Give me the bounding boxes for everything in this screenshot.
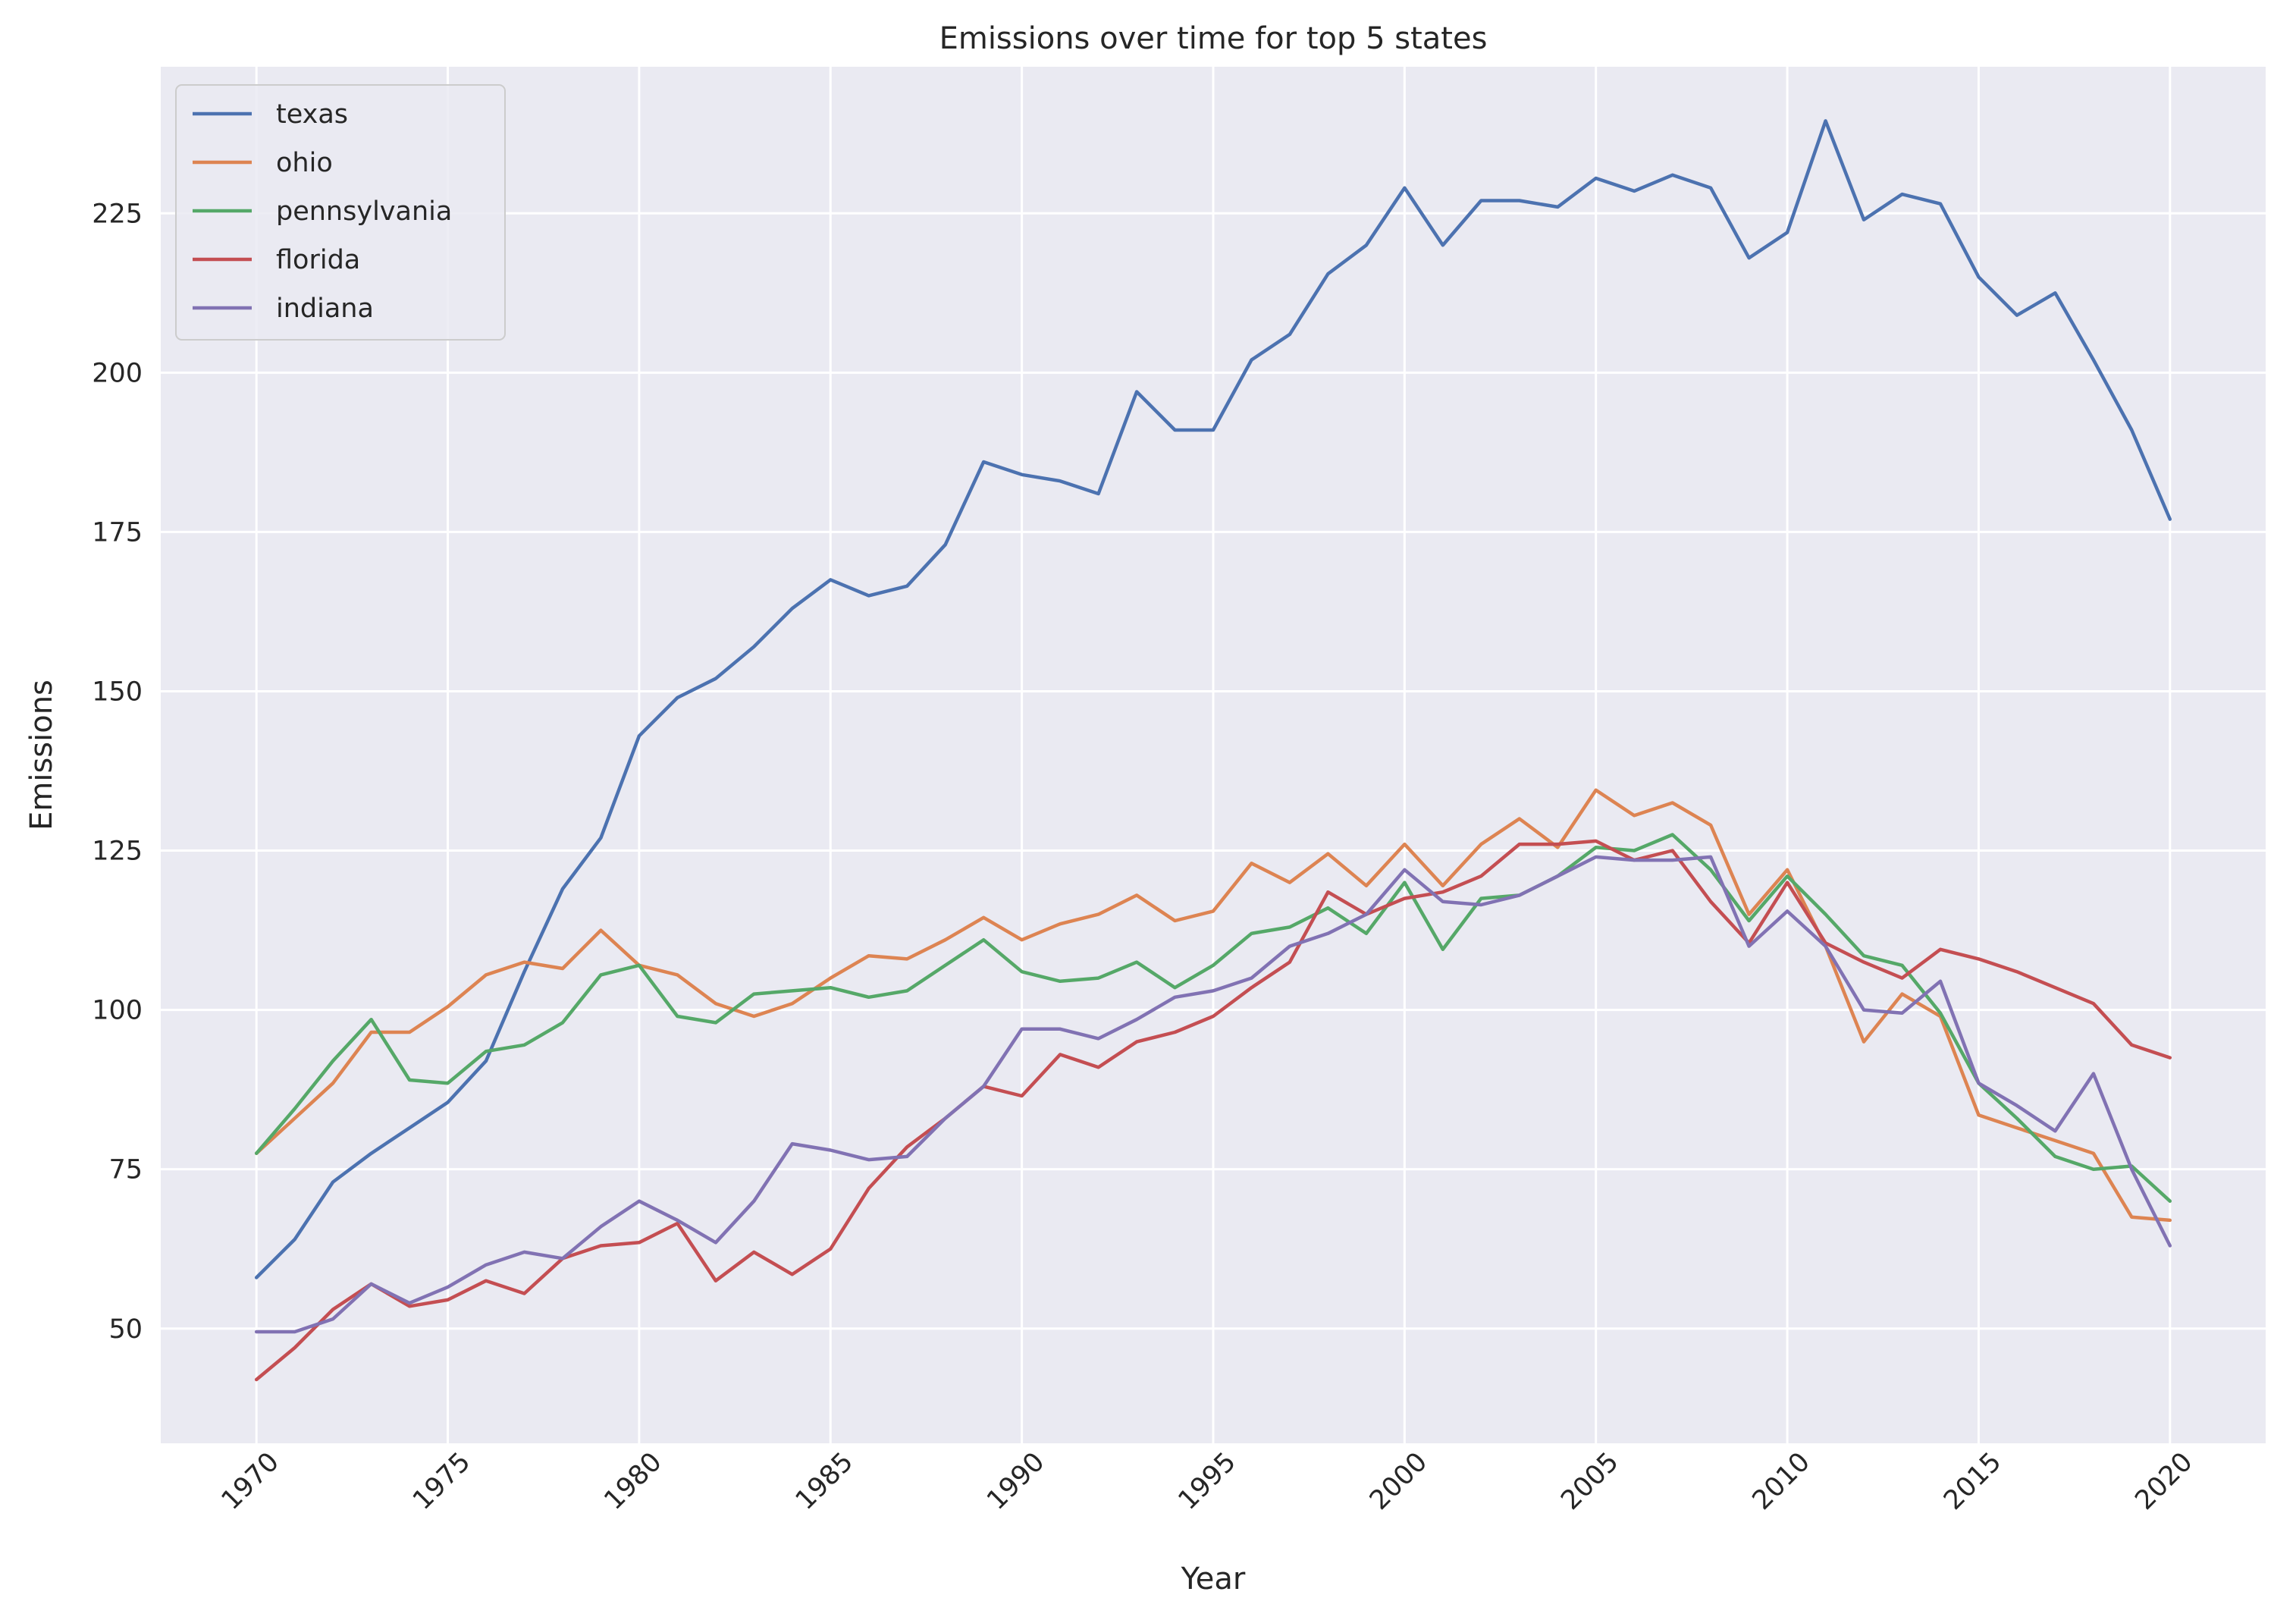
x-tick-label: 2000 — [1364, 1447, 1433, 1516]
x-tick-label: 2010 — [1747, 1447, 1816, 1516]
series-line-pennsylvania — [254, 833, 2172, 1203]
x-tick-label: 1985 — [790, 1447, 859, 1516]
y-tick-label: 175 — [92, 517, 143, 548]
y-tick-label: 150 — [92, 677, 143, 707]
x-tick-label: 2005 — [1555, 1447, 1624, 1516]
y-tick-label: 200 — [92, 358, 143, 388]
x-tick-label: 2015 — [1938, 1447, 2007, 1516]
legend: texas ohio pennsylvania florida indiana — [175, 84, 506, 341]
y-tick-label: 125 — [92, 837, 143, 867]
legend-label: pennsylvania — [276, 196, 452, 227]
x-axis-ticks: 1970 1975 1980 1985 1990 1995 2000 2005 2010 2015… — [216, 1447, 2199, 1516]
x-tick-label: 1995 — [1173, 1447, 1242, 1516]
y-axis-label: Emissions — [24, 680, 59, 830]
legend-label: florida — [276, 245, 360, 275]
series-lines — [254, 119, 2172, 1382]
x-tick-label: 1980 — [598, 1447, 667, 1516]
y-tick-label: 100 — [92, 996, 143, 1026]
legend-label: ohio — [276, 148, 333, 178]
series-line-ohio — [254, 788, 2172, 1223]
x-tick-label: 1970 — [216, 1447, 285, 1516]
x-tick-label: 1990 — [981, 1447, 1050, 1516]
series-line-florida — [254, 839, 2172, 1382]
series-line-texas — [254, 119, 2172, 1279]
x-tick-label: 1975 — [407, 1447, 476, 1516]
y-tick-label: 75 — [108, 1155, 143, 1185]
legend-label: indiana — [276, 294, 374, 324]
chart-title: Emissions over time for top 5 states — [939, 21, 1488, 56]
y-tick-label: 225 — [92, 199, 143, 229]
series-line-indiana — [254, 855, 2172, 1334]
y-axis-ticks: 50 75 100 125 150 175 200 225 — [92, 199, 143, 1344]
x-axis-label: Year — [1181, 1562, 1246, 1596]
y-tick-label: 50 — [108, 1314, 143, 1345]
x-tick-label: 2020 — [2129, 1447, 2198, 1516]
legend-label: texas — [276, 99, 348, 130]
grid-lines — [161, 67, 2266, 1443]
legend-box — [175, 84, 506, 341]
